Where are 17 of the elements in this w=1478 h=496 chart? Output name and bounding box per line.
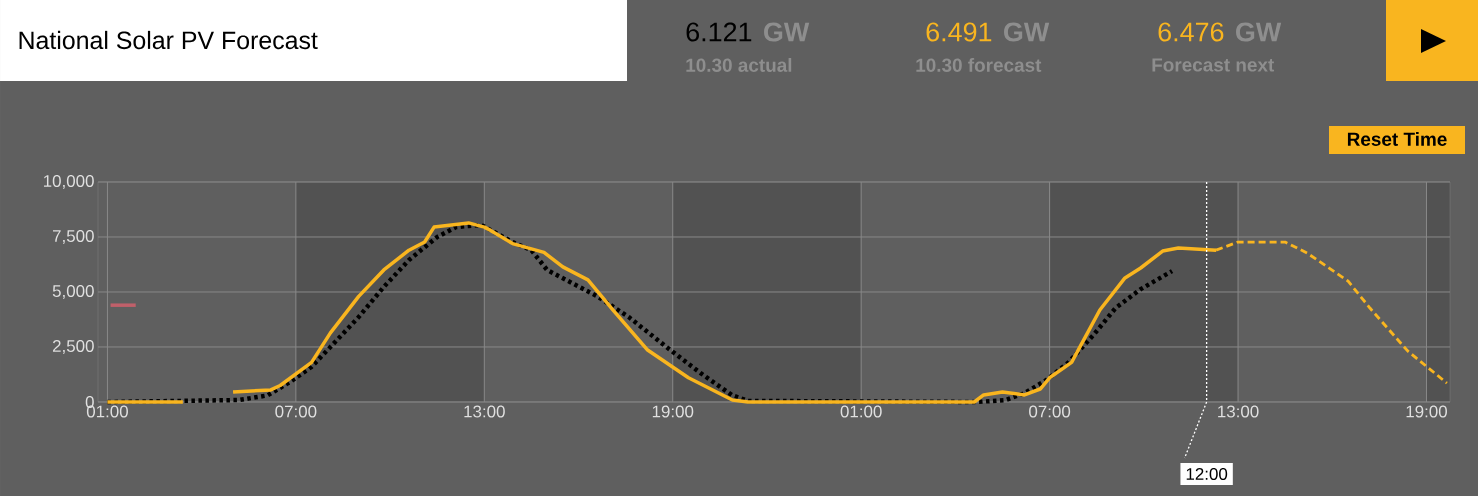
text: 6.476 bbox=[1158, 22, 1224, 42]
y-tick-label: 2,500 bbox=[52, 339, 94, 354]
text: 6.121 bbox=[686, 22, 752, 42]
x-tick-label: 01:00 bbox=[840, 405, 882, 418]
x-tick-label: 13:00 bbox=[464, 405, 505, 418]
text: 6.491 bbox=[926, 22, 992, 42]
x-tick-label: 07:00 bbox=[275, 405, 317, 418]
chart-title: National Solar PV Forecast bbox=[19, 30, 318, 50]
x-tick-label: 13:00 bbox=[1218, 405, 1259, 418]
x-tick-label: 19:00 bbox=[652, 405, 694, 418]
x-tick-label: 19:00 bbox=[1406, 405, 1447, 418]
text: Reset Time bbox=[1347, 132, 1447, 146]
ref-line-label: 12:00 bbox=[1186, 467, 1228, 480]
y-tick-label: 5,000 bbox=[52, 284, 94, 299]
x-tick-label: 07:00 bbox=[1029, 405, 1071, 418]
y-tick-label: 10,000 bbox=[43, 174, 94, 189]
y-tick-label: 7,500 bbox=[52, 229, 94, 244]
